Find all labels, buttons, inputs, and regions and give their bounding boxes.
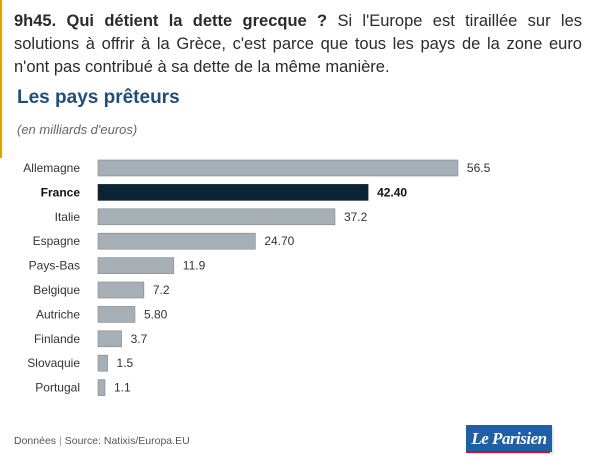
value-label: 24.70 (264, 234, 294, 248)
source-text: Source: Natixis/Europa.EU (64, 435, 190, 447)
chart-subtitle: (en milliards d'euros) (17, 122, 138, 137)
bar (97, 208, 336, 226)
source-note: Données | Source: Natixis/Europa.EU (14, 435, 190, 447)
category-label: Espagne (33, 234, 81, 248)
value-label: 3.7 (131, 332, 148, 346)
accent-strip (0, 0, 2, 158)
value-label: 37.2 (344, 210, 368, 224)
bar (97, 281, 145, 299)
value-label: 5.80 (144, 307, 168, 321)
bar-chart: Allemagne 56.5 France 42.40 Italie 37.2 Espagn… (23, 159, 491, 396)
category-label: Finlande (34, 332, 80, 346)
bar (97, 159, 459, 177)
chart-title: Les pays prêteurs (17, 87, 180, 108)
value-label: 1.1 (114, 381, 131, 395)
intro-lead: 9h45. Qui détient la dette grecque ? (14, 12, 328, 30)
value-label: 1.5 (117, 356, 134, 370)
intro-text: Si l'Europe est tiraillée sur les soluti… (14, 12, 583, 76)
le-parisien-logo[interactable]: Le Parisien (466, 425, 552, 452)
source-separator: | (59, 435, 62, 447)
bar (97, 330, 122, 348)
logo-underline (466, 451, 550, 453)
category-label: Slovaquie (27, 356, 80, 370)
value-label: 7.2 (153, 283, 170, 297)
bar (97, 232, 256, 250)
value-label: 56.5 (467, 161, 491, 175)
bar (97, 379, 106, 396)
category-label: Portugal (35, 381, 80, 395)
category-label: France (41, 185, 81, 199)
bar (97, 306, 136, 323)
category-label: Pays-Bas (29, 259, 80, 273)
source-label: Données (14, 435, 57, 447)
intro-paragraph: 9h45. Qui détient la dette grecque ? Si … (14, 10, 582, 79)
value-label: 42.40 (377, 185, 407, 199)
value-label: 11.9 (183, 259, 206, 273)
bar-highlighted (97, 184, 369, 201)
category-label: Allemagne (23, 161, 80, 175)
logo-wordmark: Le Parisien (471, 428, 547, 448)
bar (97, 354, 108, 372)
category-label: Belgique (33, 283, 80, 297)
bar (97, 257, 175, 274)
category-label: Autriche (36, 307, 80, 321)
category-label: Italie (55, 210, 81, 224)
